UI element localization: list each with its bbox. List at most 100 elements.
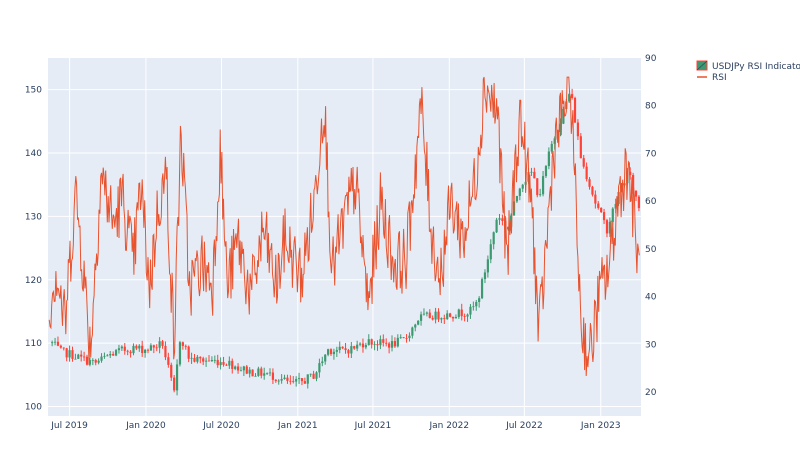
- candle-body: [478, 298, 481, 302]
- candle: [385, 338, 388, 347]
- candle: [536, 178, 539, 198]
- candle-body: [417, 320, 420, 325]
- candle: [422, 308, 426, 316]
- candle-body: [390, 341, 394, 348]
- candle-body: [449, 313, 452, 317]
- candle: [94, 358, 97, 366]
- candle: [257, 366, 260, 377]
- candle-body: [68, 350, 71, 358]
- candle: [327, 348, 330, 357]
- candle: [309, 373, 312, 377]
- candle: [356, 340, 359, 352]
- candle: [358, 342, 362, 347]
- candle-body: [239, 370, 243, 372]
- candle: [187, 345, 190, 363]
- candle: [521, 183, 524, 193]
- candle-body: [358, 343, 362, 345]
- candle: [161, 339, 164, 349]
- candle: [312, 370, 315, 380]
- rsi-line: [48, 76, 640, 377]
- candle-body: [56, 341, 60, 346]
- candle: [591, 185, 594, 197]
- candle: [51, 340, 54, 347]
- candle-body: [216, 359, 219, 366]
- candle: [112, 351, 115, 356]
- candle: [492, 231, 495, 250]
- candle: [431, 315, 434, 321]
- candle-body: [530, 171, 533, 173]
- candle: [205, 357, 208, 367]
- candle-body: [388, 343, 391, 348]
- candle: [585, 162, 588, 182]
- legend-item-usdjpy[interactable]: USDJPy RSI Indicator: [696, 60, 800, 72]
- candle: [59, 344, 62, 349]
- candle-body: [382, 339, 385, 343]
- candle: [449, 312, 452, 318]
- candle-body: [303, 381, 306, 384]
- candle: [178, 340, 182, 367]
- candle: [242, 365, 245, 377]
- candle: [202, 356, 205, 366]
- candle: [91, 358, 94, 366]
- y-left-tick-label: 150: [25, 86, 42, 96]
- legend-item-rsi[interactable]: RSI: [697, 73, 727, 83]
- candle: [478, 296, 481, 308]
- candle-body: [126, 350, 129, 352]
- candle-body: [318, 363, 321, 373]
- candle: [135, 344, 138, 351]
- candle: [231, 358, 234, 374]
- candle-body: [266, 373, 269, 375]
- candle: [292, 376, 295, 384]
- y-right-tick-label: 60: [645, 197, 657, 207]
- candle-body: [602, 212, 606, 221]
- candle-body: [507, 226, 510, 230]
- candle-body: [376, 344, 379, 346]
- candle-body: [576, 122, 580, 137]
- candle-body: [289, 380, 292, 382]
- candle: [155, 344, 158, 352]
- candle: [559, 118, 562, 137]
- candle: [146, 348, 150, 354]
- candle-body: [219, 362, 222, 366]
- candle: [399, 334, 402, 339]
- candle: [495, 217, 498, 233]
- candle: [248, 367, 251, 378]
- legend[interactable]: USDJPy RSI Indicator RSI: [696, 60, 800, 83]
- candle: [454, 314, 458, 319]
- candle-body: [292, 381, 295, 382]
- candle: [297, 372, 301, 384]
- candle-body: [405, 337, 408, 339]
- candle-body: [184, 345, 187, 347]
- y-left-tick-label: 140: [25, 149, 42, 159]
- candle: [306, 374, 309, 389]
- candle-body: [207, 360, 211, 362]
- x-tick-label: Jan 2021: [277, 421, 318, 431]
- candle-body: [268, 372, 272, 374]
- candle: [97, 358, 100, 365]
- candle: [117, 344, 121, 354]
- candle-body: [312, 373, 315, 379]
- candle: [533, 167, 536, 179]
- candle-body: [234, 366, 237, 369]
- candle-body: [579, 136, 582, 159]
- candle: [579, 133, 582, 159]
- candle: [518, 187, 521, 201]
- candle-body: [434, 311, 437, 320]
- candle: [321, 356, 324, 367]
- candle-body: [419, 314, 423, 321]
- candle-body: [190, 357, 193, 359]
- candle-body: [248, 369, 251, 374]
- candle-body: [167, 357, 170, 365]
- plot-background: [48, 58, 641, 416]
- candle: [547, 147, 550, 170]
- candle: [475, 299, 478, 311]
- candle-body: [437, 311, 440, 320]
- candle-body: [521, 184, 524, 189]
- candle: [181, 341, 184, 350]
- y-right-tick-label: 80: [645, 102, 657, 112]
- candle-body: [88, 360, 92, 365]
- candle-body: [373, 344, 376, 345]
- candle: [190, 352, 193, 364]
- axis-layer: 100 110 120 130 140 150 20 30 40 50 60 70 80 90 Jul 20…: [25, 54, 657, 431]
